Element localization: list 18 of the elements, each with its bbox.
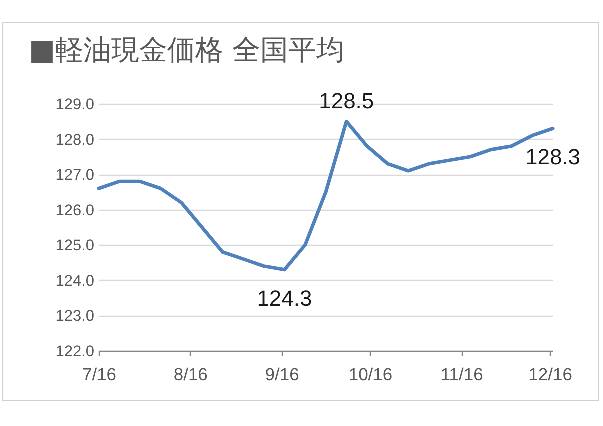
- x-tick-label: 11/16: [440, 364, 484, 384]
- y-tick-label: 128.0: [56, 132, 95, 149]
- data-label: 124.3: [257, 286, 312, 311]
- x-tick-label: 12/16: [528, 364, 572, 384]
- data-label: 128.3: [525, 144, 581, 170]
- x-tick-label: 8/16: [174, 364, 208, 384]
- x-tick-label: 9/16: [265, 364, 300, 384]
- x-tick-label: 10/16: [348, 364, 393, 384]
- y-tick-label: 126.0: [56, 202, 95, 220]
- x-tick-label: 7/16: [82, 364, 117, 384]
- chart-title: ■軽油現金価格 全国平均: [29, 34, 344, 67]
- y-tick-label: 125.0: [56, 238, 95, 255]
- y-tick-label: 124.0: [56, 272, 95, 290]
- y-tick-label: 122.0: [56, 344, 95, 360]
- y-tick-label: 123.0: [56, 308, 95, 326]
- data-label: 128.5: [319, 88, 374, 114]
- y-tick-label: 127.0: [56, 167, 95, 184]
- y-tick-label: 129.0: [56, 96, 95, 114]
